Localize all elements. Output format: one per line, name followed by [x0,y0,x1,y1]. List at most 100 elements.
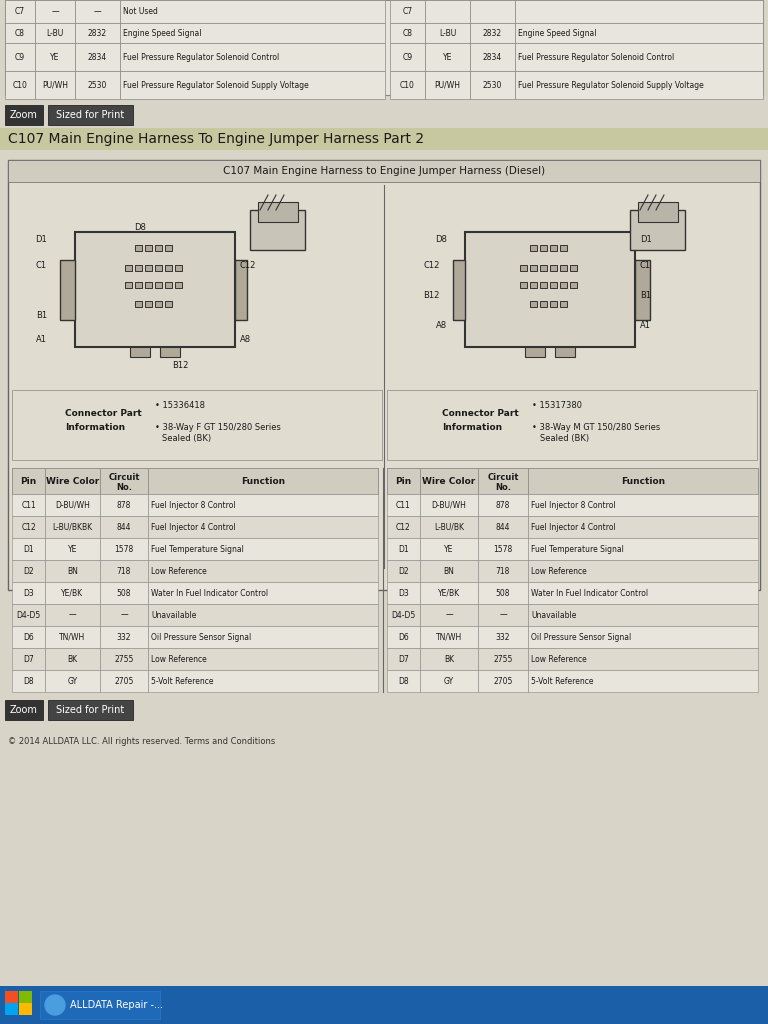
Bar [48,700,133,720]
Bar [529,245,537,251]
Bar [515,43,763,71]
Bar [478,468,528,494]
Text: C10: C10 [400,81,415,89]
Bar [478,626,528,648]
Text: D7: D7 [398,654,409,664]
Bar [420,516,478,538]
Text: BN: BN [444,566,455,575]
Bar [420,648,478,670]
Bar [12,670,45,692]
Bar [529,265,537,271]
Bar [387,494,420,516]
Bar [35,71,75,99]
Bar [5,23,35,43]
Text: 2755: 2755 [114,654,134,664]
Bar [12,648,45,670]
Text: • 15317380: • 15317380 [532,401,582,411]
Bar [148,582,378,604]
Text: Function: Function [621,476,665,485]
Text: C12: C12 [240,260,257,269]
Text: D6: D6 [398,633,409,641]
Text: Unavailable: Unavailable [531,610,576,620]
Bar [148,648,378,670]
Bar [529,282,537,288]
Bar [134,301,141,307]
Bar [5,1002,18,1015]
Text: B12: B12 [172,360,188,370]
Text: L-BU: L-BU [439,29,456,38]
Bar [45,582,100,604]
Text: PU/WH: PU/WH [42,81,68,89]
Text: D-BU/WH: D-BU/WH [432,501,466,510]
Bar [560,282,567,288]
Text: A8: A8 [436,321,447,330]
Text: C107 Main Engine Harness to Engine Jumper Harness (Diesel): C107 Main Engine Harness to Engine Jumpe… [223,166,545,176]
Bar [519,282,527,288]
Bar [250,210,305,250]
Bar [549,282,557,288]
Text: Low Reference: Low Reference [531,566,587,575]
Bar [12,582,45,604]
Bar [60,260,75,319]
Bar [45,560,100,582]
Bar [148,626,378,648]
Bar [425,23,470,43]
Text: C11: C11 [22,501,36,510]
Bar [100,468,148,494]
Bar [570,282,577,288]
Bar [528,670,758,692]
Bar [390,43,425,71]
Text: D4-D5: D4-D5 [16,610,41,620]
Text: Not Used: Not Used [123,7,158,16]
Text: —: — [120,610,127,620]
Text: D2: D2 [23,566,34,575]
Bar [130,347,150,357]
Text: Fuel Temperature Signal: Fuel Temperature Signal [151,545,244,554]
Bar [120,71,385,99]
Bar [478,538,528,560]
Text: C8: C8 [402,29,412,38]
Text: C7: C7 [15,7,25,16]
Bar [124,282,131,288]
Bar [144,245,151,251]
Text: Unavailable: Unavailable [151,610,197,620]
Bar [555,347,575,357]
Bar [75,23,120,43]
Bar [12,390,382,460]
Text: No.: No. [116,482,132,492]
Bar [75,0,120,23]
Text: Oil Pressure Sensor Signal: Oil Pressure Sensor Signal [151,633,251,641]
Bar [5,0,763,95]
Bar [75,43,120,71]
Text: D4-D5: D4-D5 [392,610,415,620]
Bar [5,71,35,99]
Bar [144,301,151,307]
Text: Fuel Pressure Regulator Solenoid Supply Voltage: Fuel Pressure Regulator Solenoid Supply … [518,81,703,89]
Bar [390,71,425,99]
Text: C11: C11 [396,501,411,510]
Bar [638,202,678,222]
Bar [35,0,75,23]
Bar [144,282,151,288]
Bar [387,582,420,604]
Text: Fuel Temperature Signal: Fuel Temperature Signal [531,545,624,554]
Bar [75,71,120,99]
Bar [528,626,758,648]
Text: 2834: 2834 [88,52,107,61]
Bar [528,582,758,604]
Bar [100,538,148,560]
Text: GY: GY [444,677,454,685]
Text: D8: D8 [398,677,409,685]
Bar [515,71,763,99]
Bar [478,648,528,670]
Text: C1: C1 [640,260,651,269]
Bar [528,468,758,494]
Text: B1: B1 [640,291,651,299]
Bar [387,468,758,494]
Text: A8: A8 [240,336,251,344]
Bar [525,347,545,357]
Bar [124,265,131,271]
Text: 2705: 2705 [493,677,513,685]
Text: 878: 878 [117,501,131,510]
Bar [470,23,515,43]
